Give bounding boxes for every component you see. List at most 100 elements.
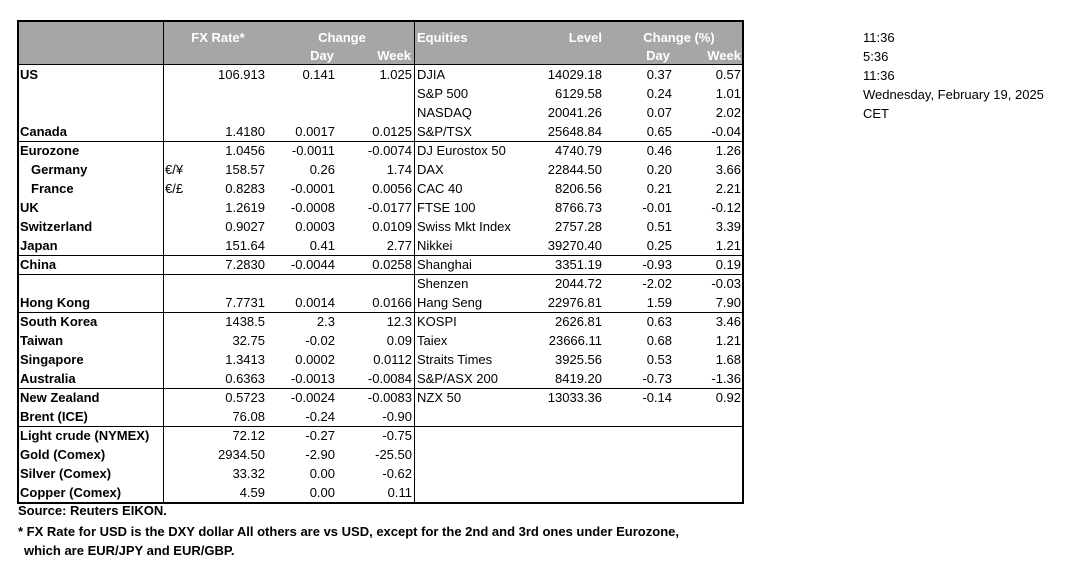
row-name: Light crude (NYMEX) <box>20 428 150 443</box>
row-name: Japan <box>20 238 58 253</box>
row-name: UK <box>20 200 39 215</box>
fx-week-cell: 1.74 <box>386 162 412 177</box>
equity-day-cell: 0.20 <box>646 162 672 177</box>
fx-rate-cell: 7.2830 <box>225 257 265 272</box>
fx-week-cell: 0.11 <box>387 485 412 500</box>
fx-day-cell: 2.3 <box>316 314 335 329</box>
equity-day-cell: 0.68 <box>646 333 672 348</box>
fx-day-cell: -0.24 <box>305 409 335 424</box>
fx-day-cell: -0.0001 <box>290 181 335 196</box>
fx-day-cell: 0.0002 <box>295 352 335 367</box>
equity-day-cell: 0.24 <box>646 86 672 101</box>
fx-week-cell: 0.0109 <box>372 219 412 234</box>
equity-week-cell: 1.21 <box>715 333 741 348</box>
equity-name-cell: Hang Seng <box>417 295 483 310</box>
equity-level-cell: 14029.18 <box>547 67 602 82</box>
equity-day-cell: -0.73 <box>642 371 672 386</box>
equity-day-cell: 1.59 <box>646 295 672 310</box>
fx-day-cell: -0.0024 <box>290 390 335 405</box>
equity-day-cell: 0.63 <box>646 314 672 329</box>
fx-week-cell: 0.0056 <box>372 181 412 196</box>
fx-week-cell: -0.75 <box>382 428 412 443</box>
fx-day-cell: -2.90 <box>305 447 335 462</box>
fx-rate-cell: 33.32 <box>232 466 265 481</box>
row-name: Canada <box>20 124 67 139</box>
fx-rate-cell: 0.6363 <box>225 371 265 386</box>
equity-level-cell: 13033.36 <box>547 390 602 405</box>
header-equities: Equities <box>417 30 468 45</box>
table-border-bottom <box>17 502 744 504</box>
header-eq-day: Day <box>646 48 670 63</box>
fx-week-cell: 0.0258 <box>372 257 412 272</box>
header-eq-week: Week <box>707 48 741 63</box>
time-2: 5:36 <box>863 49 889 64</box>
fx-rate-cell: 1.3413 <box>225 352 265 367</box>
fx-rate-cell: 7.7731 <box>225 295 265 310</box>
time-1: 11:36 <box>863 30 895 45</box>
fx-day-cell: -0.0008 <box>290 200 335 215</box>
fx-week-cell: 2.77 <box>386 238 412 253</box>
equity-name-cell: Nikkei <box>417 238 453 253</box>
equity-name-cell: S&P/TSX <box>417 124 472 139</box>
fx-day-cell: 0.0003 <box>295 219 335 234</box>
equity-name-cell: DAX <box>417 162 444 177</box>
row-name: Taiwan <box>20 333 64 348</box>
header-rule <box>17 64 744 65</box>
equity-name-cell: CAC 40 <box>417 181 463 196</box>
equity-day-cell: -0.93 <box>642 257 672 272</box>
equity-day-cell: 0.53 <box>646 352 672 367</box>
equity-day-cell: 0.37 <box>646 67 672 82</box>
equity-level-cell: 8206.56 <box>555 181 602 196</box>
equity-name-cell: FTSE 100 <box>417 200 476 215</box>
header-fx-rate: FX Rate* <box>191 30 245 45</box>
header-level: Level <box>568 30 602 45</box>
fx-week-cell: -25.50 <box>375 447 412 462</box>
equity-name-cell: Swiss Mkt Index <box>417 219 511 234</box>
equity-level-cell: 22844.50 <box>547 162 602 177</box>
equity-level-cell: 4740.79 <box>555 143 602 158</box>
equity-day-cell: 0.25 <box>646 238 672 253</box>
equity-week-cell: 1.26 <box>715 143 741 158</box>
fx-rate-cell: 106.913 <box>218 67 265 82</box>
equity-week-cell: 1.21 <box>715 238 741 253</box>
fx-week-cell: -0.0084 <box>367 371 412 386</box>
row-name: Hong Kong <box>20 295 91 310</box>
fx-day-cell: -0.0011 <box>291 143 335 158</box>
row-name: Brent (ICE) <box>20 409 88 424</box>
row-name: Copper (Comex) <box>20 485 122 500</box>
equity-level-cell: 23666.11 <box>548 333 602 348</box>
fx-rate-cell: 0.9027 <box>225 219 265 234</box>
header-change: Change <box>318 30 366 45</box>
fx-rate-cell: 32.75 <box>232 333 265 348</box>
row-name: Germany <box>31 162 88 177</box>
fx-day-cell: 0.141 <box>302 67 335 82</box>
equity-day-cell: -2.02 <box>642 276 672 291</box>
equity-level-cell: 6129.58 <box>555 86 602 101</box>
fx-rate-cell: 1.0456 <box>225 143 265 158</box>
equity-level-cell: 2626.81 <box>555 314 602 329</box>
row-name: Eurozone <box>20 143 80 158</box>
fx-week-cell: 0.0112 <box>373 352 412 367</box>
table-header-bg <box>17 20 744 65</box>
equity-name-cell: NZX 50 <box>417 390 462 405</box>
group-separator <box>17 312 744 313</box>
equity-name-cell: S&P 500 <box>417 86 469 101</box>
equity-level-cell: 3351.19 <box>555 257 602 272</box>
equity-week-cell: 0.19 <box>715 257 741 272</box>
equity-name-cell: DJ Eurostox 50 <box>417 143 506 158</box>
equity-day-cell: 0.07 <box>646 105 672 120</box>
equity-day-cell: 0.65 <box>646 124 672 139</box>
fx-footnote-line-1: * FX Rate for USD is the DXY dollar All … <box>18 524 679 539</box>
fx-rate-cell: 4.59 <box>239 485 265 500</box>
fx-week-cell: -0.90 <box>382 409 412 424</box>
row-pair: €/¥ <box>165 162 184 177</box>
equity-day-cell: -0.14 <box>642 390 672 405</box>
equity-day-cell: 0.46 <box>646 143 672 158</box>
equity-name-cell: DJIA <box>417 67 446 82</box>
fx-rate-cell: 1438.5 <box>225 314 265 329</box>
equity-week-cell: -0.04 <box>711 124 741 139</box>
date-label: Wednesday, February 19, 2025 <box>863 87 1044 102</box>
fx-week-cell: 0.0166 <box>372 295 412 310</box>
equity-name-cell: NASDAQ <box>417 105 472 120</box>
